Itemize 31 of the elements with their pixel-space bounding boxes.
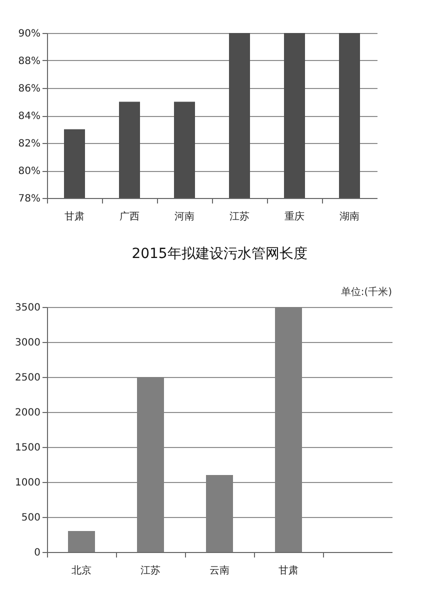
bar xyxy=(68,531,95,552)
y-tick-label: 88% xyxy=(18,56,40,67)
x-tick-label: 河南 xyxy=(174,210,194,222)
y-tick-label: 500 xyxy=(21,512,40,524)
y-tick-label: 78% xyxy=(18,194,40,204)
x-tick-label: 甘肃 xyxy=(64,210,84,222)
x-tick-label: 湖南 xyxy=(340,210,360,222)
y-tick-label: 86% xyxy=(18,84,40,94)
chart-title: 2015年拟建设污水管网长度 xyxy=(132,246,308,262)
x-tick-label: 江苏 xyxy=(140,564,160,576)
y-tick-label: 80% xyxy=(18,166,40,177)
y-tick-label: 3500 xyxy=(15,302,40,314)
y-tick-label: 3000 xyxy=(15,338,40,348)
x-tick-label: 云南 xyxy=(210,564,230,576)
x-tick-label: 北京 xyxy=(72,564,92,576)
y-tick-label: 1000 xyxy=(15,478,40,488)
x-tick-label: 广西 xyxy=(120,210,140,222)
y-tick-label: 0 xyxy=(34,548,40,558)
y-tick-label: 82% xyxy=(18,138,40,150)
y-tick-label: 90% xyxy=(18,28,40,40)
bar xyxy=(137,377,164,552)
x-tick-label: 甘肃 xyxy=(278,564,298,576)
bar xyxy=(206,475,233,552)
y-tick-label: 84% xyxy=(18,111,40,122)
y-tick-label: 2500 xyxy=(15,372,40,384)
y-tick-label: 2000 xyxy=(15,408,40,418)
text: 单位:(千米) xyxy=(340,286,392,298)
bar xyxy=(275,307,302,552)
y-tick-label: 1500 xyxy=(15,442,40,454)
x-tick-label: 江苏 xyxy=(230,210,250,222)
x-tick-label: 重庆 xyxy=(284,210,304,222)
